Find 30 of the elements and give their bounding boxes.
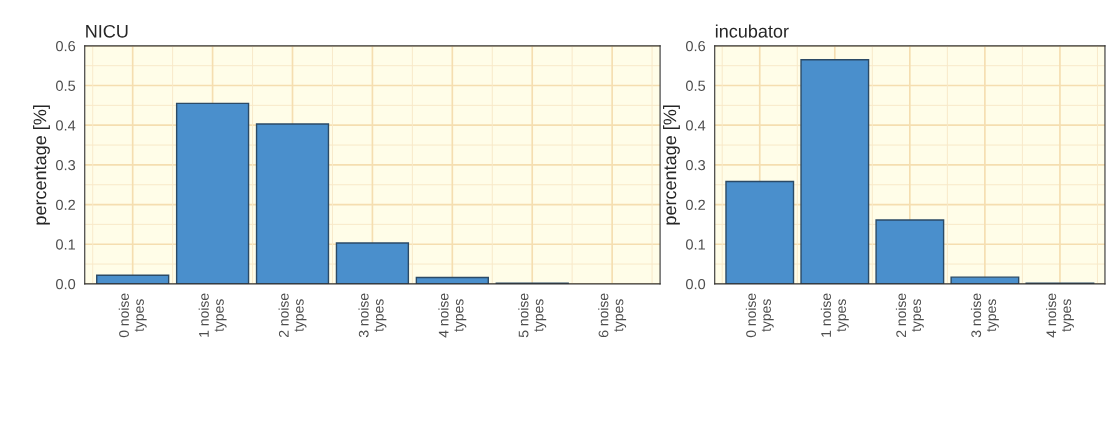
y-tick-label: 0.4 — [56, 120, 76, 131]
x-tick-label: 1 noise types — [198, 293, 227, 337]
y-tick-label: 0.5 — [685, 80, 706, 91]
y-tick-label: 0.6 — [56, 40, 76, 52]
x-tick-label: 4 noise types — [1045, 293, 1074, 338]
x-tick-label: 5 noise types — [518, 293, 547, 338]
y-tick-label: 0.4 — [685, 120, 706, 131]
y-tick-label: 0.5 — [56, 80, 76, 91]
x-tick-label: 0 noise types — [745, 293, 774, 338]
chart-title: NICU — [86, 24, 128, 38]
y-axis-title: percentage [%] — [663, 105, 680, 225]
x-tick-label: 1 noise types — [820, 293, 849, 337]
y-tick-label: 0.2 — [56, 199, 75, 210]
y-axis-title: percentage [%] — [33, 105, 50, 225]
x-tick-label: 3 noise types — [358, 293, 387, 338]
y-tick-label: 0.0 — [56, 279, 76, 290]
y-tick-label: 0.3 — [56, 159, 76, 171]
y-tick-label: 0.3 — [685, 159, 706, 171]
y-tick-label: 0.1 — [56, 239, 75, 250]
x-tick-label: 2 noise types — [895, 293, 924, 338]
y-tick-label: 0.6 — [685, 40, 706, 52]
y-tick-label: 0.2 — [685, 199, 705, 210]
x-tick-label: 6 noise types — [598, 293, 627, 338]
x-tick-label: 0 noise types — [118, 293, 147, 338]
y-tick-label: 0.0 — [685, 279, 706, 290]
y-tick-label: 0.1 — [685, 239, 705, 250]
x-tick-label: 4 noise types — [438, 293, 467, 338]
x-tick-label: 2 noise types — [278, 293, 307, 338]
chart-title: incubator — [715, 24, 789, 38]
x-tick-label: 3 noise types — [970, 293, 999, 338]
